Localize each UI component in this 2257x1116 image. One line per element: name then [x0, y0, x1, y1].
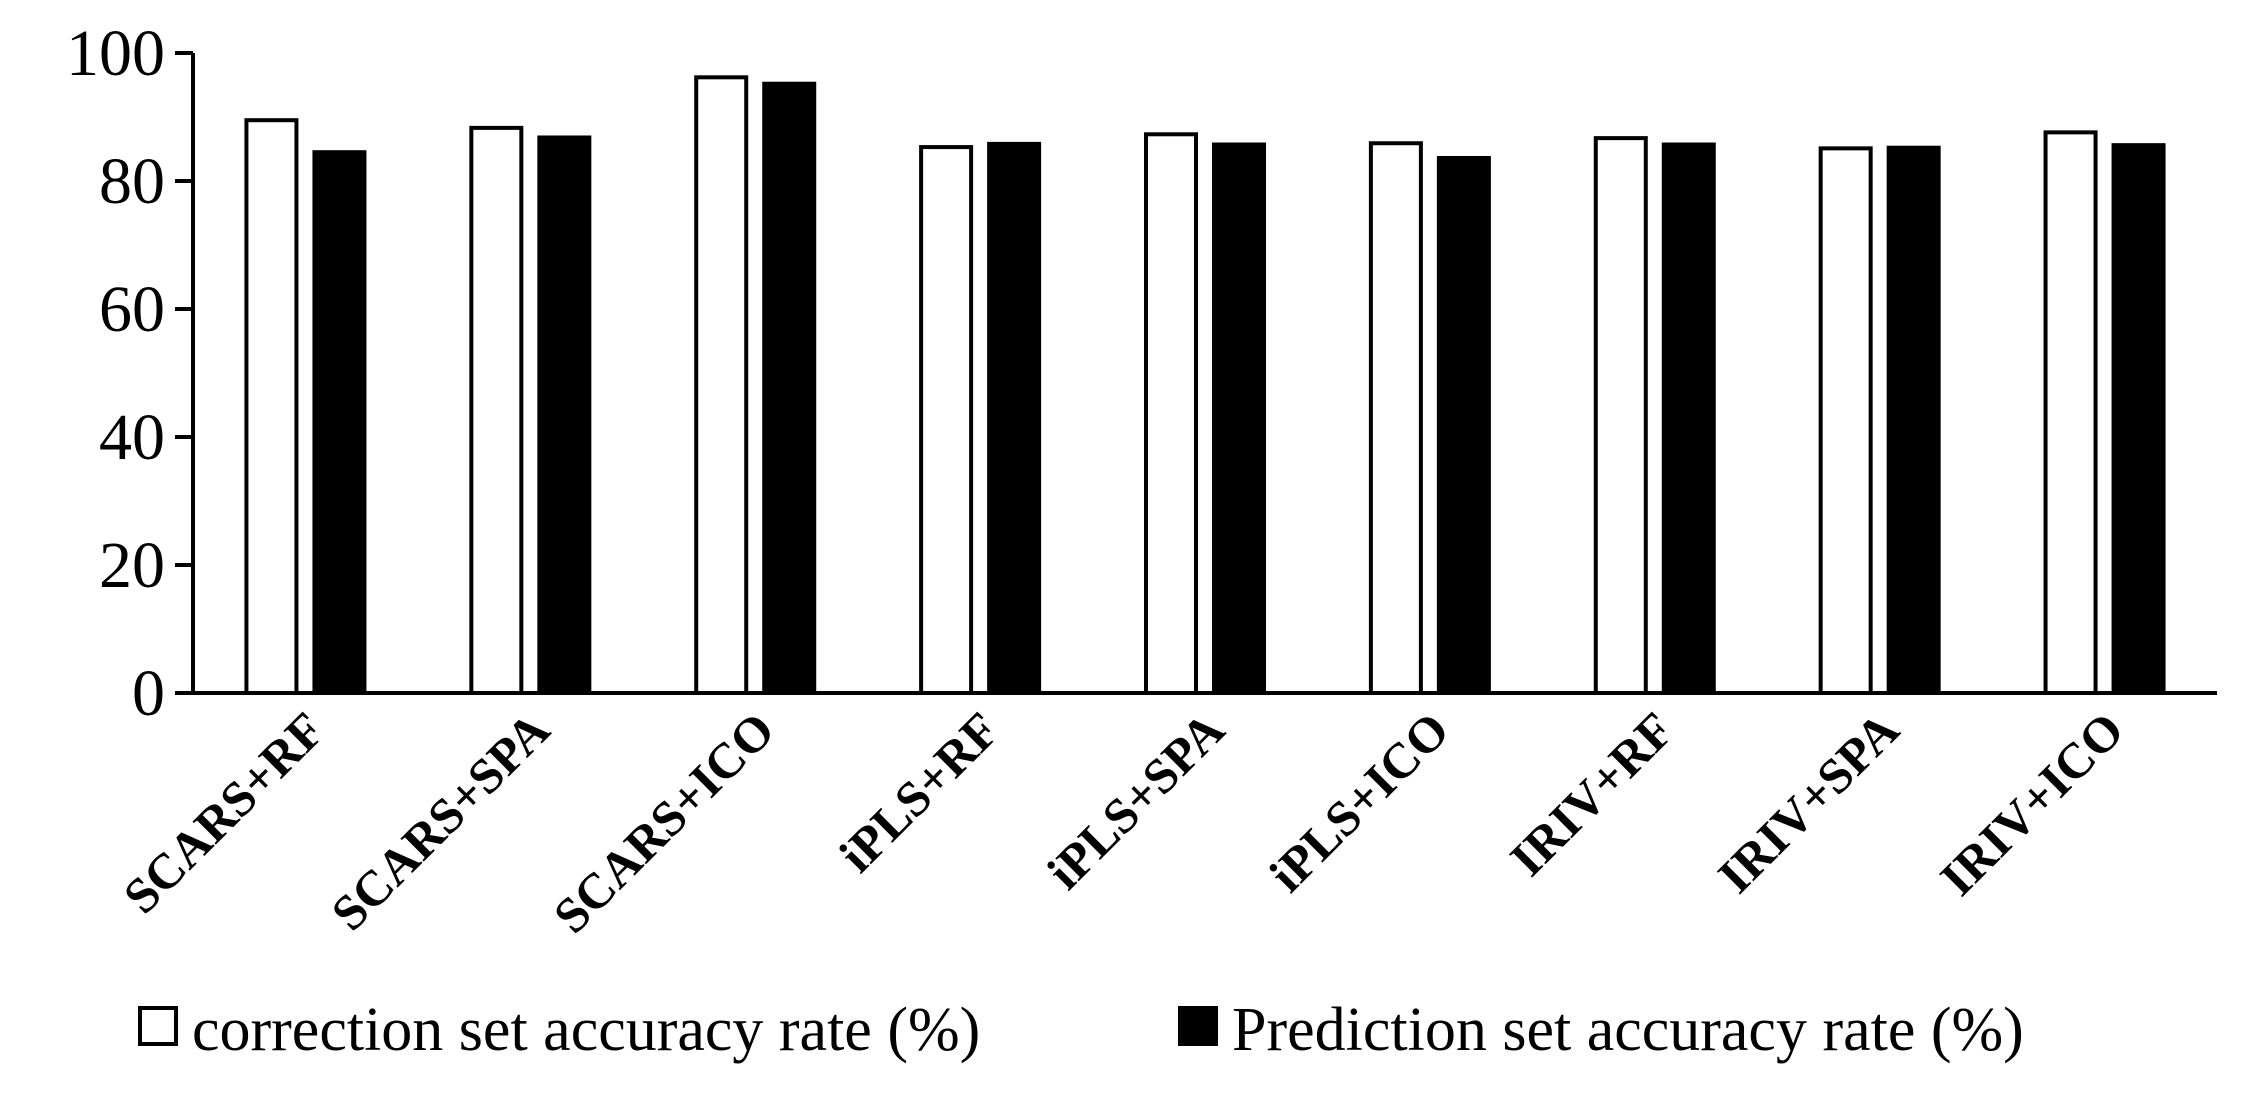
category-label: SCARS+RF: [112, 701, 335, 924]
bar-prediction: [987, 141, 1042, 695]
category-label: iPLS+ICO: [1258, 701, 1459, 902]
bar-prediction: [1436, 155, 1491, 695]
bar-prediction: [1886, 145, 1941, 696]
y-tick-label: 0: [132, 657, 165, 730]
legend: correction set accuracy rate (%) Predicti…: [138, 996, 2024, 1064]
legend-swatch-prediction: [1178, 1006, 1218, 1046]
category-label: SCARS+SPA: [320, 701, 560, 941]
y-tick-label: 40: [99, 401, 165, 474]
legend-label-prediction: Prediction set accuracy rate (%): [1232, 996, 2024, 1064]
category-label: IRIV+RF: [1499, 701, 1684, 886]
bar-correction: [1368, 141, 1423, 696]
bar-correction: [919, 145, 974, 695]
bar-correction: [469, 125, 524, 695]
bar-correction: [244, 118, 299, 695]
bar-prediction: [2111, 143, 2166, 696]
category-label: IRIV+SPA: [1707, 701, 1909, 903]
bar-prediction: [312, 150, 367, 695]
axes: 0 20 40 60 80 100: [66, 17, 2217, 730]
bar-correction: [1593, 136, 1648, 695]
bar-prediction: [1212, 142, 1266, 695]
y-tick-label: 100: [66, 17, 165, 90]
bar-prediction: [762, 81, 817, 696]
bar-correction: [2043, 130, 2098, 696]
bar-correction: [1144, 132, 1198, 695]
bar-correction: [1818, 146, 1873, 696]
bars: [244, 75, 2166, 696]
legend-label-correction: correction set accuracy rate (%): [192, 996, 980, 1064]
bar-correction: [694, 75, 749, 695]
bar-prediction: [1661, 142, 1716, 695]
category-label: SCARS+ICO: [543, 701, 785, 943]
category-label: IRIV+ICO: [1929, 701, 2134, 906]
category-label: iPLS+SPA: [1036, 701, 1235, 900]
legend-swatch-correction: [138, 1006, 178, 1046]
y-tick-label: 60: [99, 273, 165, 346]
y-tick-label: 20: [99, 529, 165, 602]
bar-prediction: [537, 135, 592, 696]
y-tick-label: 80: [99, 145, 165, 218]
category-label: iPLS+RF: [828, 701, 1010, 883]
